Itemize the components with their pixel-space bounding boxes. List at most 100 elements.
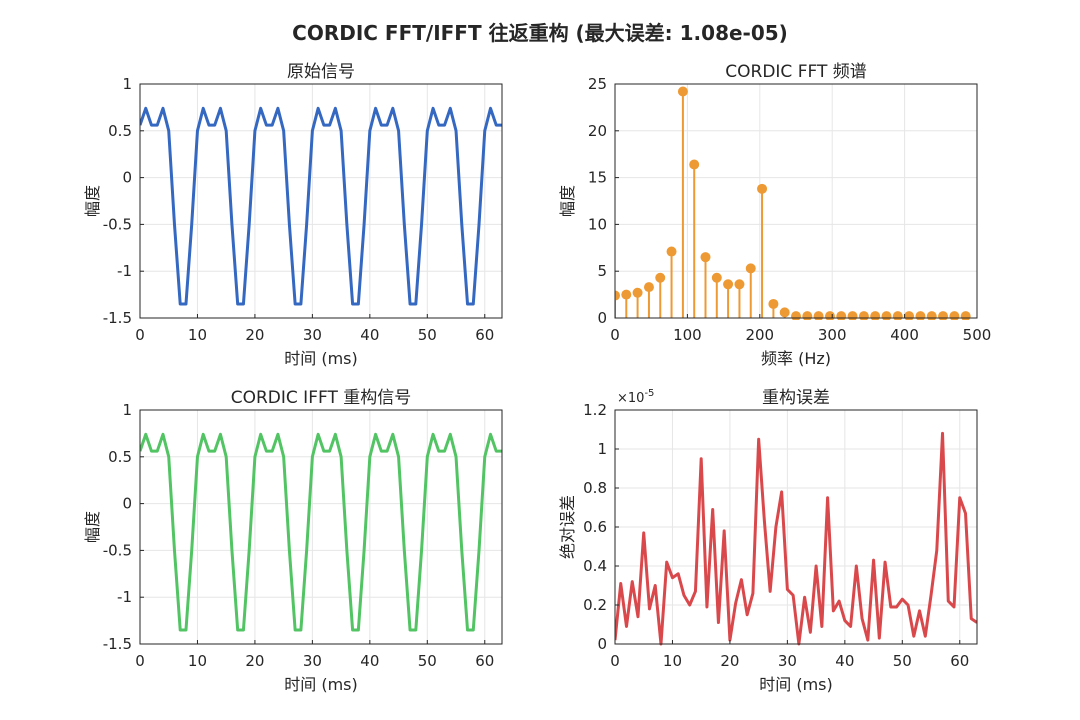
series-line [140,432,502,632]
stem-marker [926,311,937,320]
y-tick-label: 0.2 [583,596,607,614]
x-tick-label: 40 [360,326,379,344]
y-tick-label: 0.5 [108,122,132,140]
y-tick-label: -1.5 [103,635,132,653]
stem-marker [881,311,892,320]
y-axis-label: 幅度 [83,511,102,543]
exponent-power: -5 [644,388,654,399]
panel-title: CORDIC FFT 频谱 [725,62,867,82]
x-tick-label: 0 [135,652,145,670]
y-tick-label: 0 [597,309,607,327]
x-tick-label: 10 [663,652,682,670]
series-line [615,431,977,646]
x-tick-label: 10 [188,326,207,344]
stem-marker [643,282,654,293]
x-tick-label: 10 [188,652,207,670]
stem-marker [745,263,756,274]
x-tick-label: 50 [418,326,437,344]
x-tick-label: 60 [475,326,494,344]
y-tick-label: 20 [588,122,607,140]
y-tick-label: 0 [122,169,132,187]
y-tick-label: 1 [122,75,132,93]
exponent-base: ×10 [617,391,644,406]
x-tick-label: 0 [610,652,620,670]
figure-title: CORDIC FFT/IFFT 往返重构 (最大误差: 1.08e-05) [292,21,788,45]
stem-marker [791,311,801,320]
stem-marker [949,311,960,320]
x-tick-label: 300 [818,326,847,344]
x-tick-label: 30 [303,652,322,670]
stem-marker [915,311,926,320]
x-tick-label: 0 [135,326,145,344]
y-tick-label: 0.5 [108,448,132,466]
axes-frame [139,409,503,645]
stem-marker [734,279,745,290]
stem-marker [858,311,869,320]
panel-title: CORDIC IFFT 重构信号 [231,388,412,408]
stem-marker [621,289,632,300]
stem-marker [768,298,779,309]
stem-marker [666,246,677,257]
y-tick-label: 1 [597,440,607,458]
x-tick-label: 30 [303,326,322,344]
x-tick-label: 20 [245,326,264,344]
stem-marker [757,183,768,194]
y-tick-label: -1 [117,262,132,280]
stem-marker [960,311,971,320]
x-tick-label: 30 [778,652,797,670]
y-tick-label: 0 [122,495,132,513]
x-tick-label: 50 [418,652,437,670]
x-tick-label: 20 [720,652,739,670]
axes-frame [139,83,503,319]
stem-marker [700,252,711,263]
panel-title: 重构误差 [762,388,830,408]
x-tick-label: 60 [950,652,969,670]
x-tick-label: 40 [835,652,854,670]
x-tick-label: 50 [893,652,912,670]
x-tick-label: 20 [245,652,264,670]
x-tick-label: 40 [360,652,379,670]
stem-marker [938,311,949,320]
y-tick-label: 0.6 [583,518,607,536]
y-tick-label: -1 [117,588,132,606]
y-axis-label: 绝对误差 [558,495,577,559]
x-axis-label: 时间 (ms) [284,675,358,694]
stem-marker [723,279,734,290]
series-orig [140,106,502,306]
stem-marker [711,272,722,283]
y-tick-label: 5 [597,262,607,280]
y-tick-label: 0 [597,635,607,653]
panel-title: 原始信号 [287,62,355,82]
x-tick-label: 60 [475,652,494,670]
x-tick-label: 400 [890,326,919,344]
x-axis-label: 频率 (Hz) [761,349,831,368]
x-axis-label: 时间 (ms) [284,349,358,368]
stem-marker [813,311,824,320]
y-tick-label: 25 [588,75,607,93]
stem-marker [632,287,643,298]
stem-marker [779,307,790,318]
x-tick-label: 0 [610,326,620,344]
chart-panel-fft: 0 100 200 300 400 500 25 20 15 10 5 0 CORDIC FFT 频谱频… [558,62,991,368]
y-tick-label: 15 [588,169,607,187]
y-tick-label: 0.4 [583,557,607,575]
x-tick-label: 500 [963,326,992,344]
y-tick-label: 1 [122,401,132,419]
x-axis-label: 时间 (ms) [759,675,833,694]
series-err [615,431,977,646]
stem-marker [689,159,700,170]
y-tick-label: 1.2 [583,401,607,419]
stem-marker [677,86,688,97]
x-tick-label: 200 [745,326,774,344]
y-axis-label: 幅度 [83,185,102,217]
y-axis-label: 幅度 [558,185,577,217]
y-exponent-label: ×10-5 [617,388,654,406]
y-tick-label: 0.8 [583,479,607,497]
stem-marker [847,311,858,320]
stem-marker [836,311,847,320]
chart-panel-ifft: 0 10 20 30 40 50 60 1 0.5 0 -0.5 -1 -1.5 CORDIC IFFT … [83,388,503,694]
